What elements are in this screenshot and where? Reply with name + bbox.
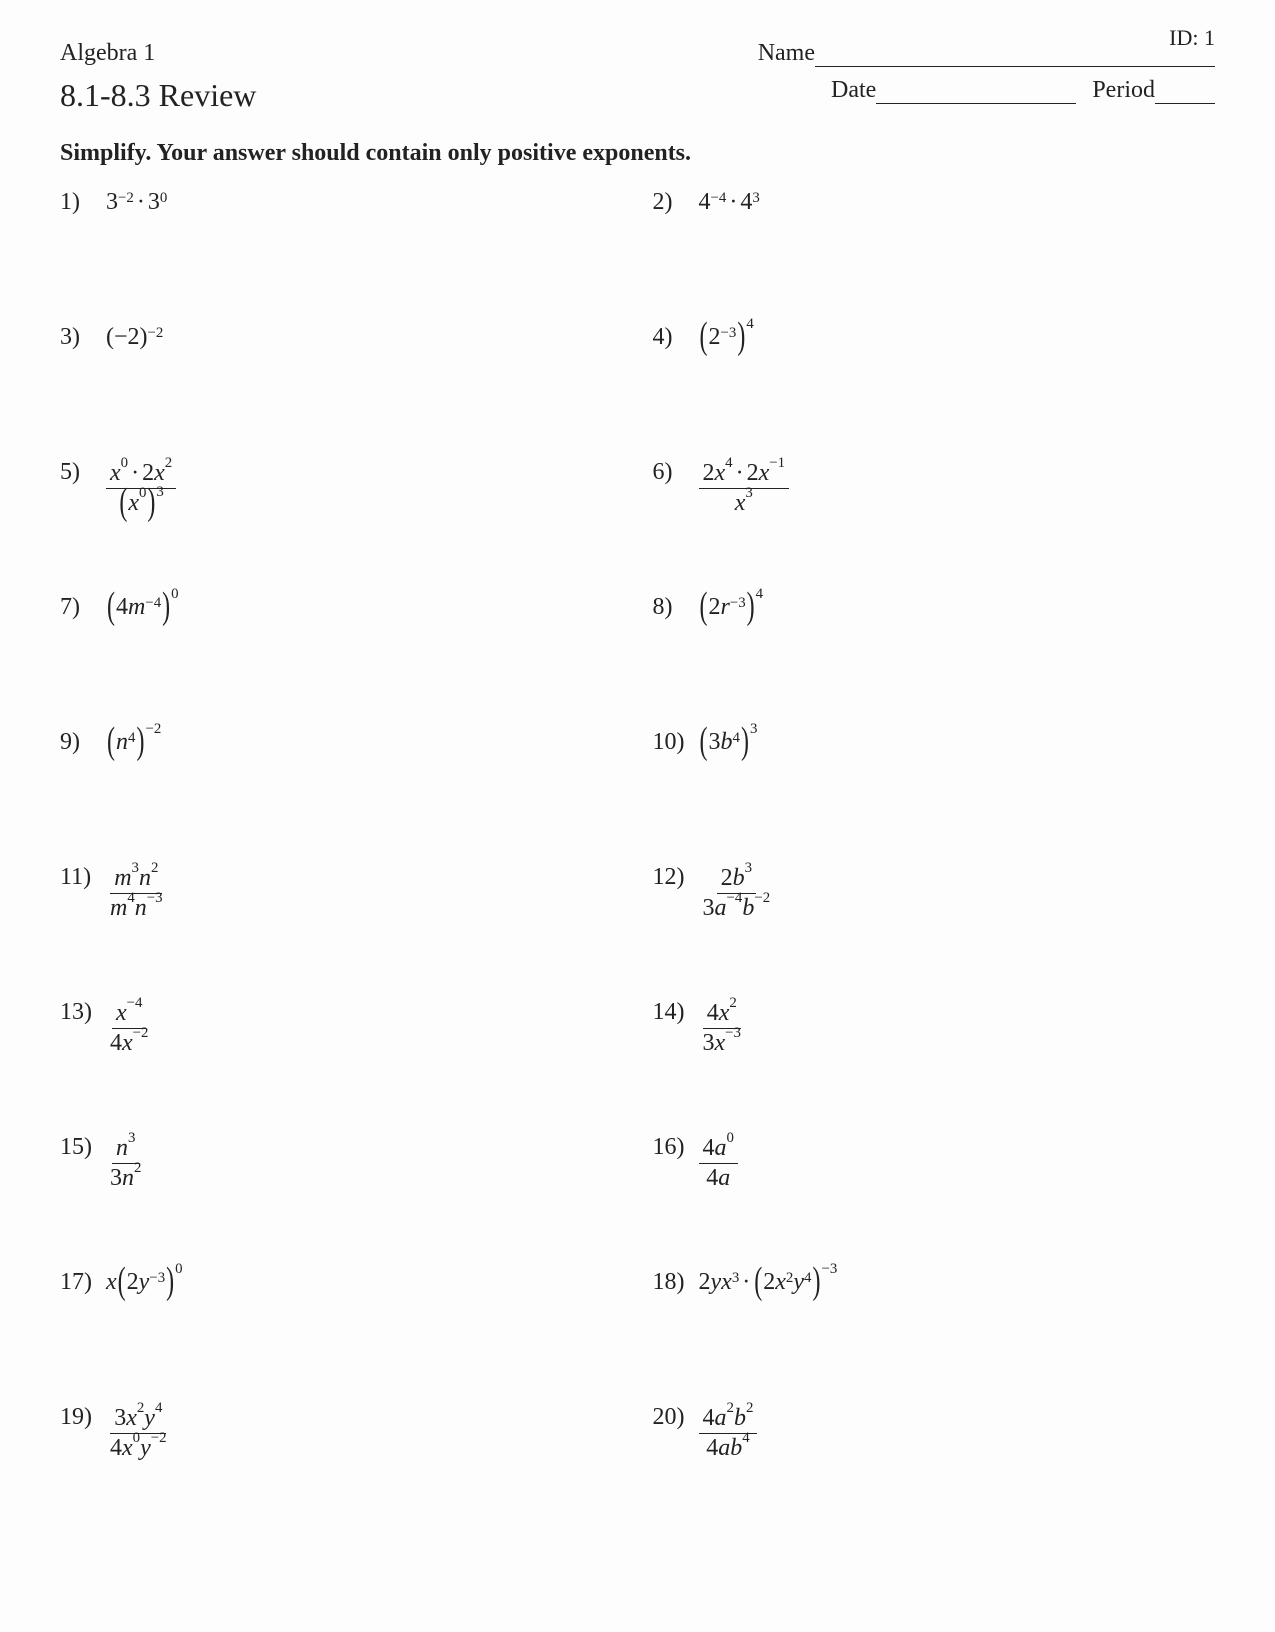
period-field: Period	[1092, 77, 1215, 114]
problem-8: 8) (2r−3)4	[653, 594, 1216, 729]
period-blank-line[interactable]	[1155, 84, 1215, 104]
problem-expression: 4−4·43	[699, 189, 760, 216]
problem-13: 13) x−4 4x−2	[60, 999, 623, 1134]
problems-grid: 1) 3−2·30 2) 4−4·43 3) (−2)−2 4) (2−3)4 …	[60, 189, 1215, 1539]
name-blank-line[interactable]	[815, 47, 1215, 67]
problem-expression: 4a2b2 4ab4	[699, 1404, 758, 1463]
problem-number: 7)	[60, 594, 96, 621]
problem-15: 15) n3 3n2	[60, 1134, 623, 1269]
problem-7: 7) (4m−4)0	[60, 594, 623, 729]
problem-expression: 2x4·2x−1 x3	[699, 459, 790, 518]
problem-expression: x−4 4x−2	[106, 999, 152, 1058]
problem-number: 1)	[60, 189, 96, 216]
problem-number: 3)	[60, 324, 96, 351]
problem-expression: x0·2x2 (x0)3	[106, 459, 176, 518]
problem-4: 4) (2−3)4	[653, 324, 1216, 459]
problem-expression: (3b4)3	[699, 729, 758, 756]
course-label: Algebra 1	[60, 40, 155, 67]
date-label: Date	[831, 77, 876, 103]
problem-number: 14)	[653, 999, 689, 1026]
problem-expression: 4x2 3x−3	[699, 999, 745, 1058]
problem-expression: 2yx3·(2x2y4)−3	[699, 1269, 838, 1296]
problem-18: 18) 2yx3·(2x2y4)−3	[653, 1269, 1216, 1404]
problem-number: 20)	[653, 1404, 689, 1431]
problem-20: 20) 4a2b2 4ab4	[653, 1404, 1216, 1539]
problem-expression: 3x2y4 4x0y−2	[106, 1404, 171, 1463]
problem-expression: 4a0 4a	[699, 1134, 738, 1193]
problem-expression: (2−3)4	[699, 324, 754, 351]
problem-number: 2)	[653, 189, 689, 216]
problem-expression: n3 3n2	[106, 1134, 145, 1193]
problem-expression: x(2y−3)0	[106, 1269, 183, 1296]
problem-3: 3) (−2)−2	[60, 324, 623, 459]
problem-12: 12) 2b3 3a−4b−2	[653, 864, 1216, 999]
name-label: Name	[758, 40, 815, 66]
problem-number: 15)	[60, 1134, 96, 1161]
date-period-group: Date Period	[831, 77, 1215, 114]
problem-5: 5) x0·2x2 (x0)3	[60, 459, 623, 594]
problem-expression: (n4)−2	[106, 729, 161, 756]
problem-number: 10)	[653, 729, 689, 756]
problem-11: 11) m3n2 m4n−3	[60, 864, 623, 999]
date-blank-line[interactable]	[876, 84, 1076, 104]
problem-number: 6)	[653, 459, 689, 486]
problem-16: 16) 4a0 4a	[653, 1134, 1216, 1269]
problem-14: 14) 4x2 3x−3	[653, 999, 1216, 1134]
period-label: Period	[1092, 77, 1155, 103]
problem-expression: (−2)−2	[106, 324, 163, 351]
problem-number: 5)	[60, 459, 96, 486]
problem-expression: 3−2·30	[106, 189, 167, 216]
problem-number: 17)	[60, 1269, 96, 1296]
problem-number: 18)	[653, 1269, 689, 1296]
problem-number: 12)	[653, 864, 689, 891]
problem-expression: (4m−4)0	[106, 594, 179, 621]
problem-17: 17) x(2y−3)0	[60, 1269, 623, 1404]
instructions: Simplify. Your answer should contain onl…	[60, 140, 1215, 167]
problem-number: 9)	[60, 729, 96, 756]
problem-2: 2) 4−4·43	[653, 189, 1216, 324]
problem-number: 16)	[653, 1134, 689, 1161]
worksheet-id: ID: 1	[1169, 25, 1215, 51]
problem-expression: (2r−3)4	[699, 594, 764, 621]
problem-number: 19)	[60, 1404, 96, 1431]
problem-number: 4)	[653, 324, 689, 351]
problem-6: 6) 2x4·2x−1 x3	[653, 459, 1216, 594]
problem-19: 19) 3x2y4 4x0y−2	[60, 1404, 623, 1539]
problem-expression: 2b3 3a−4b−2	[699, 864, 775, 923]
date-field: Date	[831, 77, 1076, 114]
problem-number: 13)	[60, 999, 96, 1026]
problem-9: 9) (n4)−2	[60, 729, 623, 864]
problem-expression: m3n2 m4n−3	[106, 864, 167, 923]
problem-number: 11)	[60, 864, 96, 891]
worksheet-title: 8.1-8.3 Review	[60, 77, 256, 114]
header-row-2: 8.1-8.3 Review Date Period	[60, 77, 1215, 114]
name-field: Name	[758, 40, 1215, 67]
problem-10: 10) (3b4)3	[653, 729, 1216, 864]
problem-1: 1) 3−2·30	[60, 189, 623, 324]
header-row-1: Algebra 1 Name	[60, 40, 1215, 67]
problem-number: 8)	[653, 594, 689, 621]
